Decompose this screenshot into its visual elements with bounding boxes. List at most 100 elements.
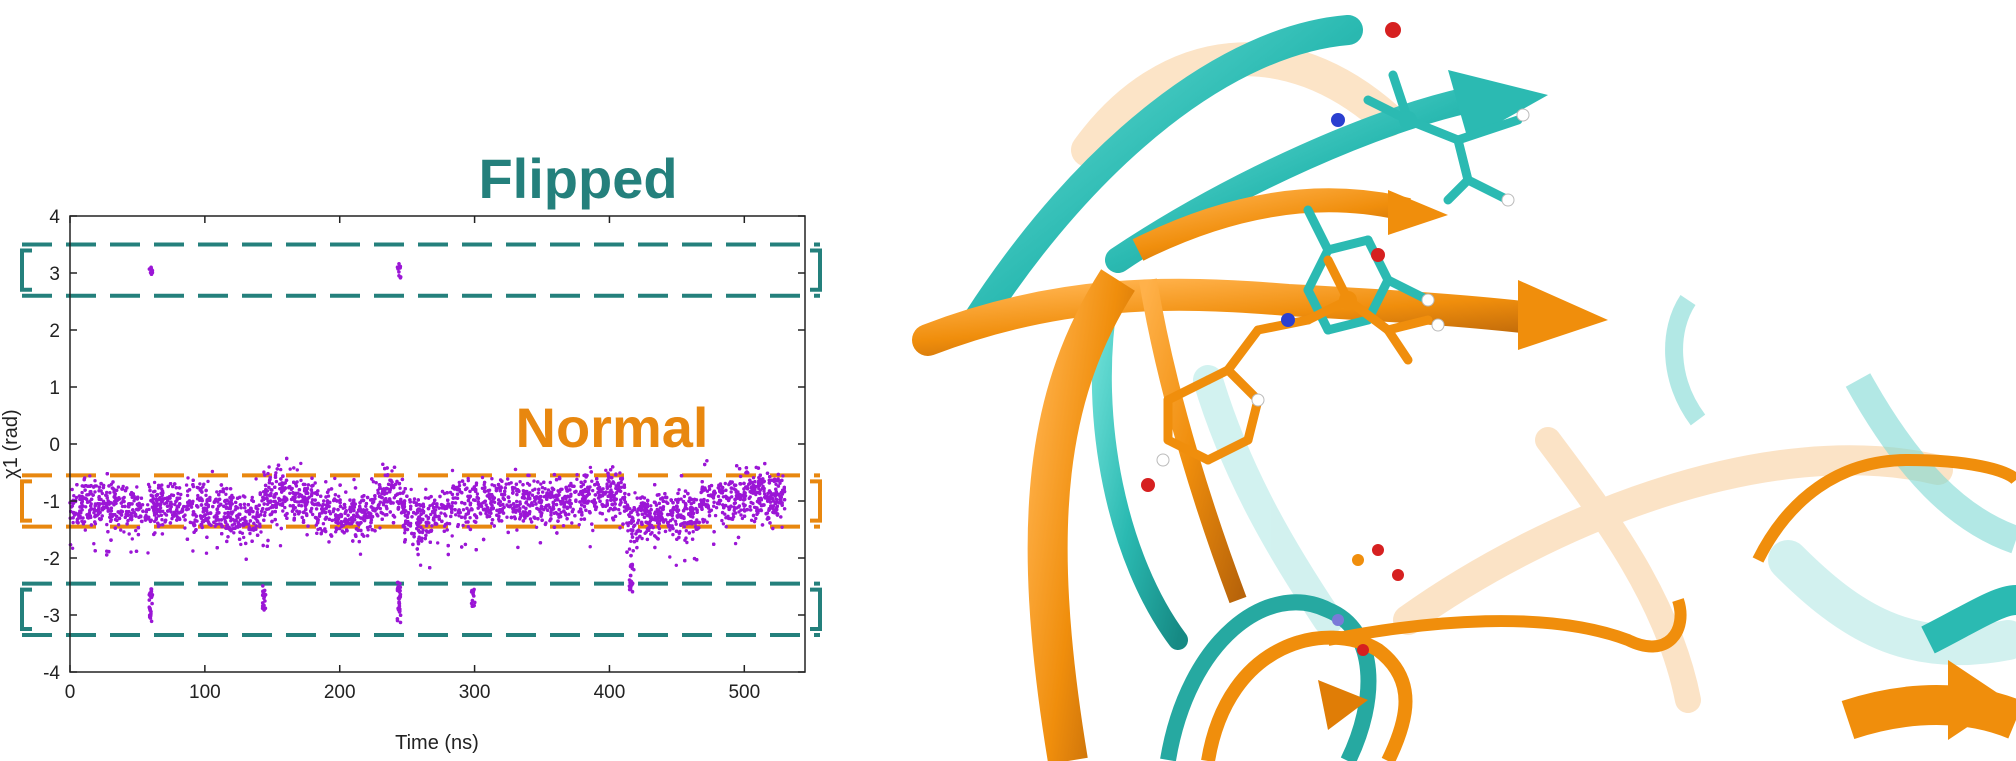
data-point [671, 517, 675, 521]
data-point [358, 501, 362, 505]
data-point [157, 514, 161, 518]
data-point [420, 539, 424, 543]
data-point [717, 502, 722, 506]
data-point [773, 494, 777, 498]
data-point [661, 520, 666, 524]
data-point [640, 536, 644, 541]
data-point [82, 496, 87, 500]
data-point [765, 494, 769, 499]
data-point [244, 557, 248, 561]
data-point [196, 486, 200, 490]
data-point [188, 520, 193, 525]
data-point [456, 524, 460, 529]
data-point [638, 534, 642, 539]
data-point [174, 486, 178, 490]
data-point [573, 514, 577, 518]
data-point [325, 499, 330, 503]
data-point [487, 510, 492, 515]
data-point [768, 500, 773, 504]
data-point [480, 475, 485, 480]
data-point [373, 529, 377, 533]
data-point [759, 496, 763, 501]
data-point [408, 524, 413, 528]
data-point [109, 538, 113, 542]
data-point [177, 496, 182, 500]
data-point [346, 513, 350, 517]
data-point [753, 487, 757, 492]
data-point [417, 503, 421, 507]
data-point [465, 486, 469, 490]
data-point [299, 478, 303, 483]
data-point [489, 501, 493, 505]
data-point [242, 535, 246, 540]
data-point [154, 512, 159, 516]
data-point [714, 506, 719, 510]
data-point [657, 531, 661, 535]
data-point [288, 491, 292, 495]
data-point [213, 498, 218, 502]
data-point [327, 517, 331, 521]
data-point [697, 526, 701, 530]
data-point [91, 485, 96, 489]
data-point [600, 503, 605, 507]
data-point [270, 519, 274, 524]
data-point [280, 503, 285, 507]
data-point [666, 501, 670, 505]
data-point [134, 514, 138, 518]
data-point [569, 481, 573, 486]
data-point [679, 523, 683, 527]
data-point [319, 494, 323, 498]
data-point [720, 510, 725, 515]
data-point [780, 525, 784, 529]
data-point [352, 477, 356, 482]
data-point [705, 499, 710, 503]
data-point [267, 500, 271, 504]
data-point [691, 530, 695, 534]
data-point [760, 523, 765, 527]
data-point [518, 517, 522, 521]
data-point [630, 518, 634, 523]
data-point [594, 505, 599, 509]
data-point [276, 463, 281, 467]
data-point [336, 521, 340, 525]
data-point [182, 504, 186, 509]
data-point [549, 517, 553, 521]
data-point [729, 504, 733, 508]
data-point [282, 486, 286, 491]
data-point [116, 510, 120, 514]
data-point [246, 503, 250, 507]
data-point [378, 500, 382, 504]
data-point [160, 523, 165, 527]
data-point [446, 552, 450, 557]
data-point [108, 508, 113, 512]
data-point [461, 523, 465, 528]
data-point [320, 529, 324, 533]
data-point [309, 488, 314, 492]
data-point [508, 504, 512, 509]
data-point [266, 538, 270, 543]
data-point [305, 533, 309, 537]
data-point [240, 517, 245, 521]
data-point [707, 514, 712, 518]
data-point [608, 468, 613, 472]
data-point [697, 520, 701, 525]
data-point [645, 520, 649, 525]
data-point [721, 522, 726, 526]
data-point [760, 479, 764, 484]
data-point [553, 498, 557, 502]
data-point [617, 507, 621, 512]
data-point [144, 510, 148, 514]
data-point [400, 477, 405, 482]
data-point [630, 532, 634, 536]
data-point [216, 500, 220, 504]
data-point [113, 492, 117, 496]
data-point [613, 514, 618, 519]
data-point [81, 522, 86, 526]
data-point [154, 503, 158, 507]
data-point [311, 512, 315, 517]
data-point [193, 518, 197, 523]
data-point [775, 513, 780, 517]
data-point [196, 493, 200, 498]
data-point [268, 475, 272, 480]
data-point [761, 503, 765, 507]
